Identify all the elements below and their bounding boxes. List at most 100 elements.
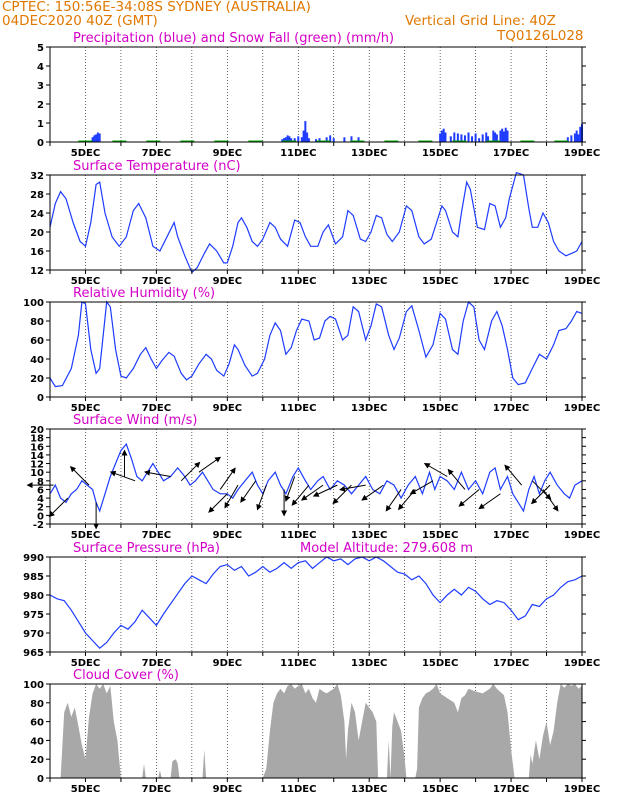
x-tick-label: 15DEC bbox=[422, 403, 458, 414]
panel-cloud: Cloud Cover (%) 0 20 40 60 80 100 5DEC 7DEC 9DEC 1… bbox=[23, 668, 600, 795]
panel-title: Relative Humidity (%) bbox=[73, 286, 215, 301]
wind-vector bbox=[224, 484, 239, 509]
precip-bar bbox=[300, 137, 303, 142]
y-tick-label: 32 bbox=[30, 171, 44, 182]
y-tick-label: 80 bbox=[30, 317, 44, 328]
wind-vector bbox=[312, 484, 338, 497]
y-tick-label: 990 bbox=[23, 553, 44, 564]
x-tick-label: 17DEC bbox=[493, 276, 529, 287]
precip-bar bbox=[478, 138, 481, 142]
precip-bar bbox=[487, 136, 490, 142]
wind-vector bbox=[256, 484, 267, 511]
y-tick-label: 28 bbox=[30, 190, 44, 201]
wind-vector bbox=[198, 456, 222, 473]
y-tick-label: 4 bbox=[37, 62, 44, 73]
wind-vector bbox=[447, 468, 466, 490]
y-tick-label: -2 bbox=[33, 520, 44, 531]
y-tick-label: 60 bbox=[30, 718, 44, 729]
panel-annotation: Model Altitude: 279.608 m bbox=[300, 541, 473, 556]
precip-bar bbox=[286, 135, 289, 142]
wind-vector bbox=[109, 470, 136, 482]
y-tick-label: 1 bbox=[37, 119, 44, 130]
wind-vector bbox=[361, 484, 384, 501]
panel-temperature: Surface Temperature (nC) 12 16 20 24 28 32 5DEC… bbox=[30, 159, 600, 287]
x-tick-label: 17DEC bbox=[493, 403, 529, 414]
precip-bar bbox=[456, 133, 459, 142]
precip-bar bbox=[442, 128, 445, 142]
wind-vector bbox=[458, 489, 480, 507]
run-date: 04DEC2020 40Z (GMT) bbox=[2, 13, 158, 29]
series-line bbox=[49, 171, 583, 274]
precip-bar bbox=[350, 136, 353, 142]
y-tick-label: 60 bbox=[30, 336, 44, 347]
x-tick-label: 9DEC bbox=[213, 784, 242, 795]
y-tick-label: 24 bbox=[30, 209, 44, 220]
wind-vector bbox=[219, 467, 236, 490]
y-tick-label: 100 bbox=[23, 298, 44, 309]
panel-frame bbox=[49, 428, 583, 525]
y-tick-label: 6 bbox=[37, 485, 44, 496]
precip-bar bbox=[306, 132, 309, 142]
precip-bar bbox=[460, 134, 463, 142]
x-tick-label: 13DEC bbox=[351, 784, 387, 795]
x-tick-label: 15DEC bbox=[422, 784, 458, 795]
precip-bar bbox=[444, 132, 447, 142]
precip-bar bbox=[332, 138, 335, 142]
y-tick-label: 20 bbox=[30, 755, 44, 766]
x-tick-label: 13DEC bbox=[351, 148, 387, 159]
x-tick-label: 17DEC bbox=[493, 784, 529, 795]
precip-bar bbox=[449, 136, 452, 142]
x-tick-label: 9DEC bbox=[213, 658, 242, 669]
precip-bar bbox=[575, 130, 578, 142]
x-tick-label: 19DEC bbox=[564, 276, 600, 287]
precip-bar bbox=[467, 132, 470, 142]
x-tick-label: 5DEC bbox=[71, 658, 100, 669]
model-code: TQ0126L028 bbox=[497, 28, 584, 44]
panel-title: Cloud Cover (%) bbox=[73, 668, 179, 683]
x-tick-label: 5DEC bbox=[71, 276, 100, 287]
y-tick-label: 16 bbox=[30, 247, 44, 258]
x-tick-label: 11DEC bbox=[280, 403, 316, 414]
precip-bar bbox=[471, 136, 474, 142]
x-tick-label: 13DEC bbox=[351, 658, 387, 669]
x-tick-label: 17DEC bbox=[493, 148, 529, 159]
x-tick-label: 5DEC bbox=[71, 148, 100, 159]
precip-bar bbox=[357, 137, 360, 142]
precip-bar bbox=[439, 133, 442, 142]
x-tick-label: 5DEC bbox=[71, 530, 100, 541]
wind-vector bbox=[208, 493, 228, 513]
x-tick-label: 7DEC bbox=[142, 148, 171, 159]
panel-title: Surface Pressure (hPa) bbox=[73, 541, 220, 556]
precip-bar bbox=[329, 135, 332, 142]
x-tick-label: 9DEC bbox=[213, 276, 242, 287]
precip-bar bbox=[495, 134, 498, 142]
x-tick-label: 7DEC bbox=[142, 784, 171, 795]
x-tick-label: 11DEC bbox=[280, 658, 316, 669]
y-tick-label: 8 bbox=[37, 477, 44, 488]
x-tick-label: 5DEC bbox=[71, 403, 100, 414]
panel-frame bbox=[49, 301, 583, 398]
panel-title: Surface Wind (m/s) bbox=[73, 413, 197, 428]
precip-bar bbox=[95, 134, 98, 142]
y-tick-label: 100 bbox=[23, 680, 44, 691]
wind-vector bbox=[300, 484, 324, 501]
x-tick-label: 13DEC bbox=[351, 276, 387, 287]
y-tick-label: 10 bbox=[30, 468, 44, 479]
y-tick-label: 18 bbox=[30, 434, 44, 445]
precip-bar bbox=[506, 130, 509, 142]
wind-vector bbox=[478, 493, 501, 510]
panel-pressure: Surface Pressure (hPa) Model Altitude: 27… bbox=[23, 541, 600, 669]
x-tick-label: 11DEC bbox=[280, 276, 316, 287]
x-tick-label: 19DEC bbox=[564, 784, 600, 795]
y-tick-label: 3 bbox=[37, 81, 44, 92]
x-tick-label: 19DEC bbox=[564, 530, 600, 541]
series-line bbox=[49, 556, 583, 650]
x-tick-label: 7DEC bbox=[142, 403, 171, 414]
precip-bar bbox=[343, 137, 346, 142]
y-tick-label: 0 bbox=[37, 393, 44, 404]
x-tick-label: 13DEC bbox=[351, 530, 387, 541]
y-tick-label: 16 bbox=[30, 442, 44, 453]
y-tick-label: 12 bbox=[30, 460, 44, 471]
panel-title: Surface Temperature (nC) bbox=[73, 159, 241, 174]
